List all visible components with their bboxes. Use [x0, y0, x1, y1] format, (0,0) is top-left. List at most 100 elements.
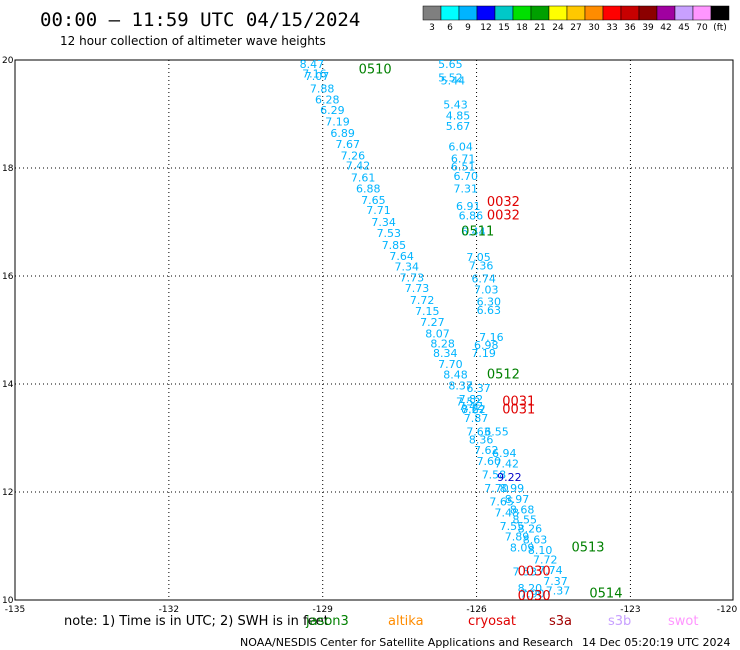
colorbar-swatch	[674, 5, 694, 21]
wave-height-value: 6.71	[451, 153, 476, 166]
colorbar-label: 70	[696, 23, 708, 33]
wave-height-value: 7.16	[302, 67, 327, 80]
colorbar-label: 3	[429, 23, 435, 33]
wave-height-value: 6.44	[461, 226, 486, 239]
wave-height-value: 6.04	[448, 141, 473, 154]
colorbar-label: 21	[534, 23, 545, 33]
y-tick-label: 18	[2, 164, 14, 174]
wave-height-value: 8.55	[512, 513, 537, 526]
colorbar-swatch	[512, 5, 532, 21]
x-tick-labels: -135 -132 -129 -126 -123 -120	[5, 605, 738, 615]
x-tick-label: -129	[312, 605, 333, 615]
y-tick-label: 14	[2, 380, 14, 390]
wave-height-value: 7.74	[538, 564, 563, 577]
wave-height-value: 7.63	[466, 425, 491, 438]
wave-height-value: 6.51	[451, 161, 476, 174]
wave-height-value: 7.55	[500, 520, 525, 533]
wave-height-value: 8.99	[500, 482, 525, 495]
colorbar-label: 42	[660, 23, 671, 33]
wave-height-value: 6.63	[477, 304, 502, 317]
colorbar-swatch	[638, 5, 658, 21]
wave-height-value: 7.48	[495, 506, 520, 519]
wave-height-value: 8.28	[430, 337, 455, 350]
wave-height-value: 6.30	[477, 296, 502, 309]
colorbar-swatch	[566, 5, 586, 21]
pass-number-label: 0511	[461, 225, 494, 240]
colorbar-label: 30	[588, 23, 600, 33]
wave-height-value: 6.89	[330, 127, 355, 140]
wave-height-value: 8.36	[469, 433, 494, 446]
colorbar-label: 15	[498, 23, 509, 33]
wave-height-value: 7.82	[459, 393, 484, 406]
wave-height-value: 7.27	[420, 316, 445, 329]
wave-height-value: 8.37	[448, 379, 473, 392]
wave-height-value: 7.87	[464, 412, 489, 425]
wave-height-value: 7.85	[382, 239, 407, 252]
wave-height-value: 7.67	[336, 138, 361, 151]
wave-height-value: 7.16	[479, 331, 504, 344]
colorbar-swatch	[494, 5, 514, 21]
wave-height-value: 7.89	[505, 531, 530, 544]
wave-height-value: 6.37	[466, 382, 491, 395]
colorbar-swatch	[620, 5, 640, 21]
pass-number-label: 0512	[487, 368, 520, 383]
x-tick-label: -123	[620, 605, 640, 615]
satellite-legend: jason3 altika cryosat s3a s3b swot	[305, 614, 698, 629]
wave-height-value: 8.48	[443, 369, 468, 382]
wave-height-value: 8.47	[300, 58, 325, 71]
wave-height-value: 8.10	[528, 544, 553, 557]
wave-height-value: 9.22	[497, 471, 521, 484]
pass-number-label: 0030	[518, 565, 551, 580]
wave-height-value: 7.71	[366, 204, 391, 217]
wave-height-value: 8.63	[523, 533, 548, 546]
data-labels: 8.477.167.077.886.286.297.196.897.677.26…	[300, 58, 571, 600]
x-tick-label: -126	[466, 605, 487, 615]
wave-height-value: 7.64	[389, 250, 414, 263]
wave-height-value: 7.37	[543, 575, 568, 588]
wave-height-value: 7.52	[456, 396, 481, 409]
wave-height-value: 7.42	[459, 400, 484, 413]
wave-height-value: 8.68	[510, 504, 534, 517]
wave-height-value: 6.86	[459, 209, 484, 222]
legend-item-swot: swot	[668, 614, 698, 629]
colorbar-swatch	[692, 5, 712, 21]
colorbar: 3 6 9 12 15 18 21 24 27 30 33 36 39 42 45 70 (ft)	[422, 5, 730, 33]
wave-height-value: 5.43	[443, 99, 468, 112]
colorbar-swatch	[656, 5, 676, 21]
wave-height-value: 6.55	[484, 425, 509, 438]
pass-number-label: 0031	[502, 395, 535, 410]
wave-height-value: 7.72	[533, 553, 558, 566]
wave-height-value: 8.97	[505, 493, 530, 506]
grid	[15, 60, 733, 600]
wave-height-value: 7.88	[310, 82, 335, 95]
chart-title: 00:00 – 11:59 UTC 04/15/2024	[40, 9, 360, 31]
wave-height-value: 6.91	[456, 200, 481, 213]
note-text: note: 1) Time is in UTC; 2) SWH is in fe…	[64, 614, 329, 629]
wave-height-value: 6.28	[315, 94, 340, 107]
wave-height-value: 7.42	[346, 160, 371, 173]
colorbar-swatch	[476, 5, 496, 21]
wave-height-value: 7.03	[474, 283, 499, 296]
colorbar-label: 24	[552, 23, 564, 33]
wave-height-value: 6.94	[492, 447, 517, 460]
pass-number-label: 0514	[589, 586, 622, 601]
colorbar-swatch	[548, 5, 568, 21]
colorbar-swatch	[440, 5, 460, 21]
legend-item-jason3: jason3	[305, 614, 349, 629]
wave-height-value: 7.73	[400, 271, 425, 284]
colorbar-swatch	[530, 5, 550, 21]
colorbar-label: (ft)	[713, 23, 727, 33]
wave-height-value: 7.31	[453, 182, 478, 195]
x-tick-label: -120	[717, 605, 738, 615]
footer-timestamp: 14 Dec 05:20:19 UTC 2024	[582, 636, 730, 649]
pass-number-label: 0032	[487, 208, 520, 223]
wave-height-value: 7.36	[469, 260, 494, 273]
wave-height-value: 7.34	[371, 216, 396, 229]
plot-frame	[14, 59, 734, 601]
pass-number-label: 0030	[518, 589, 551, 604]
x-tick-label: -132	[159, 605, 179, 615]
wave-height-value: 7.53	[377, 227, 402, 240]
legend-item-cryosat: cryosat	[468, 614, 516, 629]
